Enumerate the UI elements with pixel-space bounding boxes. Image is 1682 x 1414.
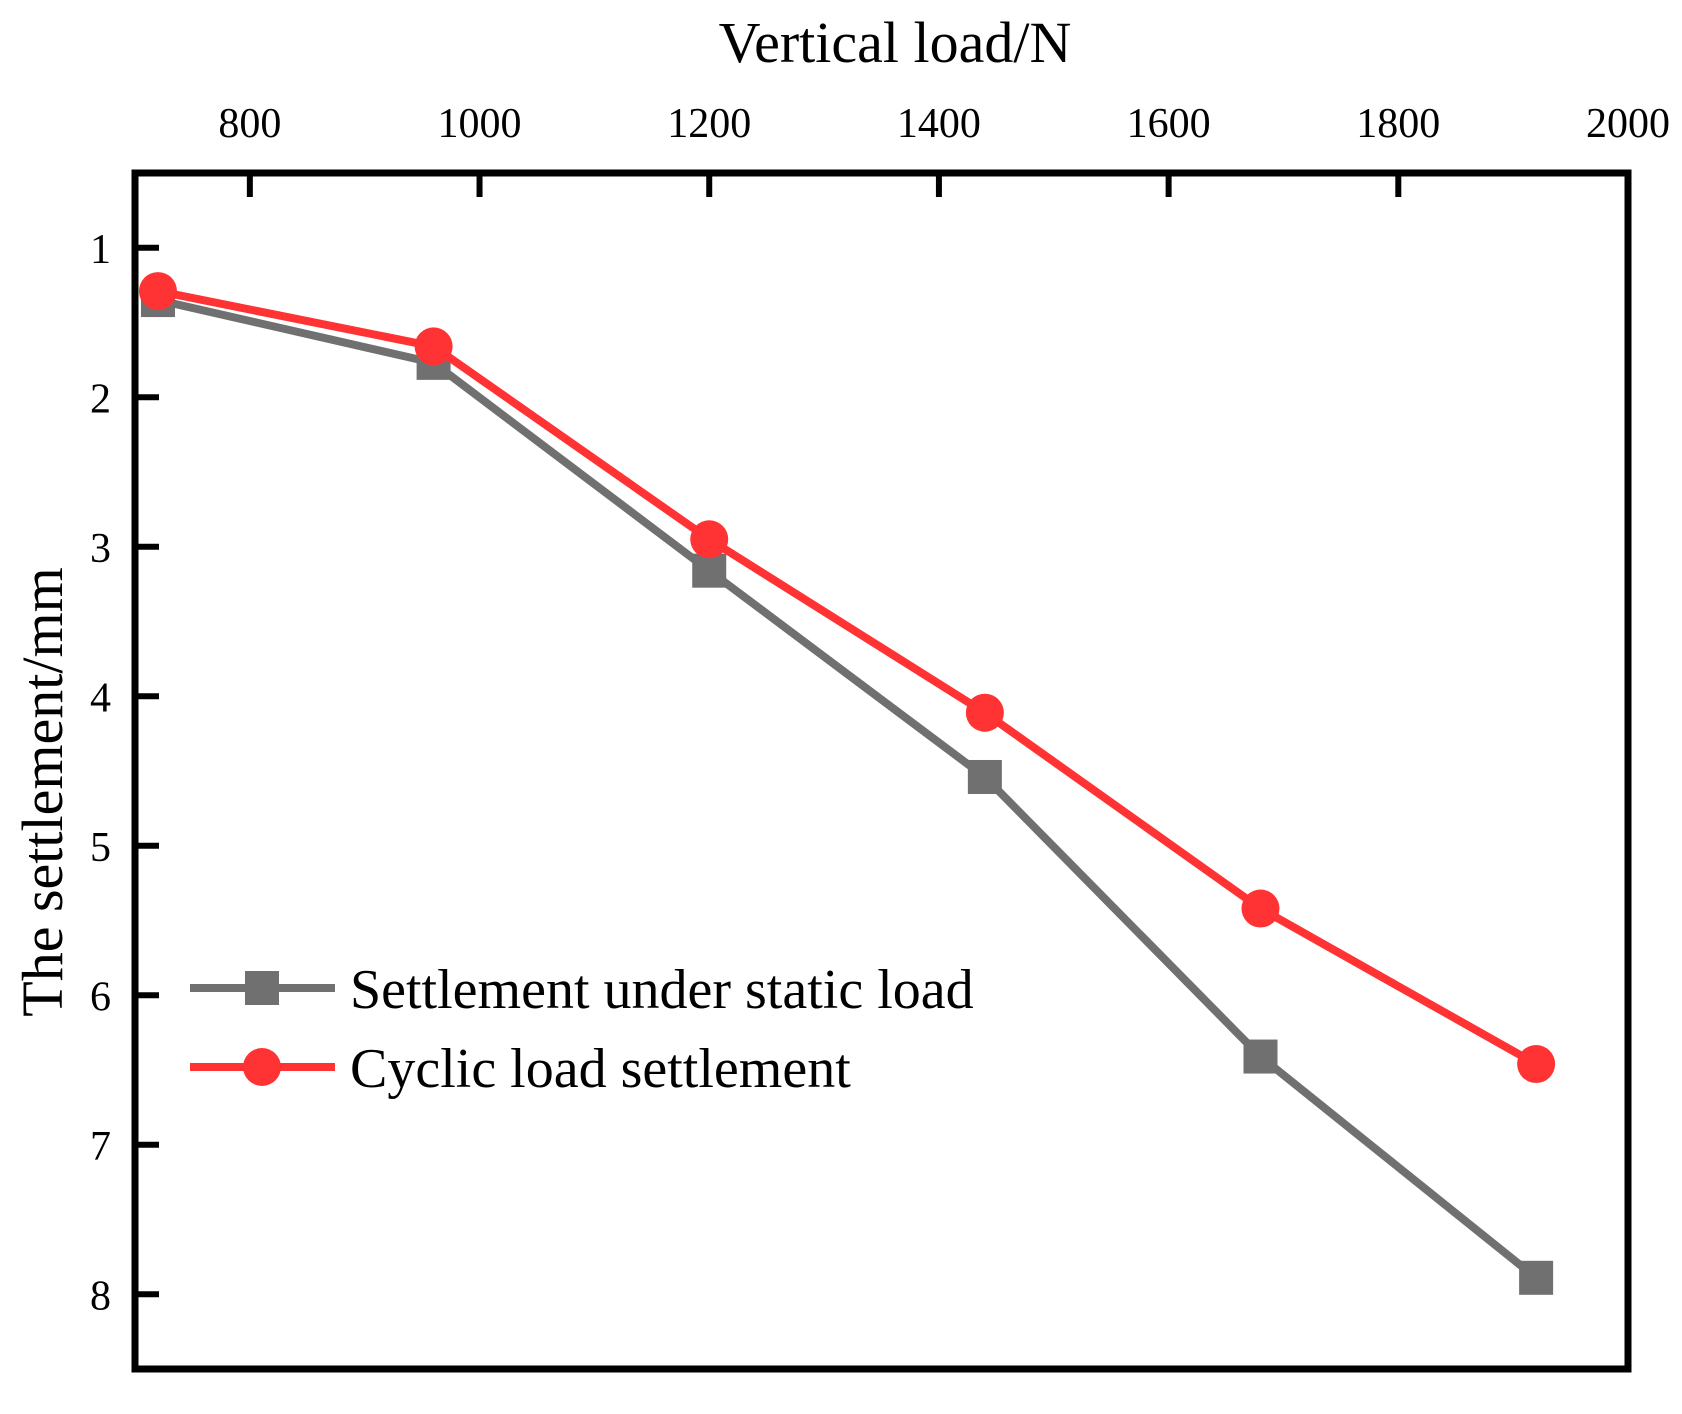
data-point-square [1519, 1260, 1554, 1295]
legend-label: Settlement under static load [350, 959, 974, 1021]
y-axis-title: The settlement/mm [10, 567, 75, 1016]
data-point-circle [414, 327, 453, 366]
legend-marker-circle [243, 1048, 281, 1086]
legend-item-cyclic-load: Cyclic load settlement [190, 1038, 851, 1100]
y-tick-label: 4 [90, 675, 111, 721]
x-tick-label: 1600 [1127, 101, 1211, 147]
series-static-load [140, 283, 1554, 1295]
plot-frame [131, 169, 1632, 1373]
data-point-circle [1517, 1045, 1556, 1084]
legend: Settlement under static load Cyclic load … [190, 959, 974, 1100]
data-point-square [1243, 1039, 1278, 1074]
y-tick-label: 7 [90, 1124, 111, 1170]
data-point-square [967, 759, 1002, 794]
data-point-square [692, 553, 727, 588]
x-tick-label: 1800 [1356, 101, 1440, 147]
data-point-circle [1241, 889, 1280, 928]
series-layer [138, 272, 1556, 1295]
legend-item-static-load: Settlement under static load [190, 959, 974, 1021]
data-point-circle [690, 520, 729, 559]
y-tick-label: 3 [90, 526, 111, 572]
x-axis-title: Vertical load/N [719, 10, 1072, 75]
series-line-static-load [157, 296, 1539, 1281]
y-tick-label: 5 [90, 825, 111, 871]
y-tick-label: 2 [90, 376, 111, 422]
series-cyclic-load [138, 272, 1556, 1084]
x-tick-label: 1200 [667, 101, 751, 147]
data-point-circle [138, 272, 177, 311]
legend-marker-square [245, 971, 279, 1005]
x-tick-label: 800 [218, 101, 281, 147]
y-tick-label: 6 [90, 974, 111, 1020]
x-tick-label: 1000 [438, 101, 522, 147]
y-tick-label: 8 [90, 1273, 111, 1319]
x-tick-label: 2000 [1586, 101, 1670, 147]
legend-label: Cyclic load settlement [350, 1038, 851, 1100]
x-tick-label: 1400 [897, 101, 981, 147]
data-point-circle [965, 693, 1004, 732]
y-axis-ticks: 1 2 3 4 5 6 7 8 [90, 227, 159, 1319]
series-line-cyclic-load [157, 287, 1539, 1068]
x-axis-ticks: 800 1000 1200 1400 1600 1800 2000 [218, 101, 1670, 197]
y-tick-label: 1 [90, 227, 111, 273]
